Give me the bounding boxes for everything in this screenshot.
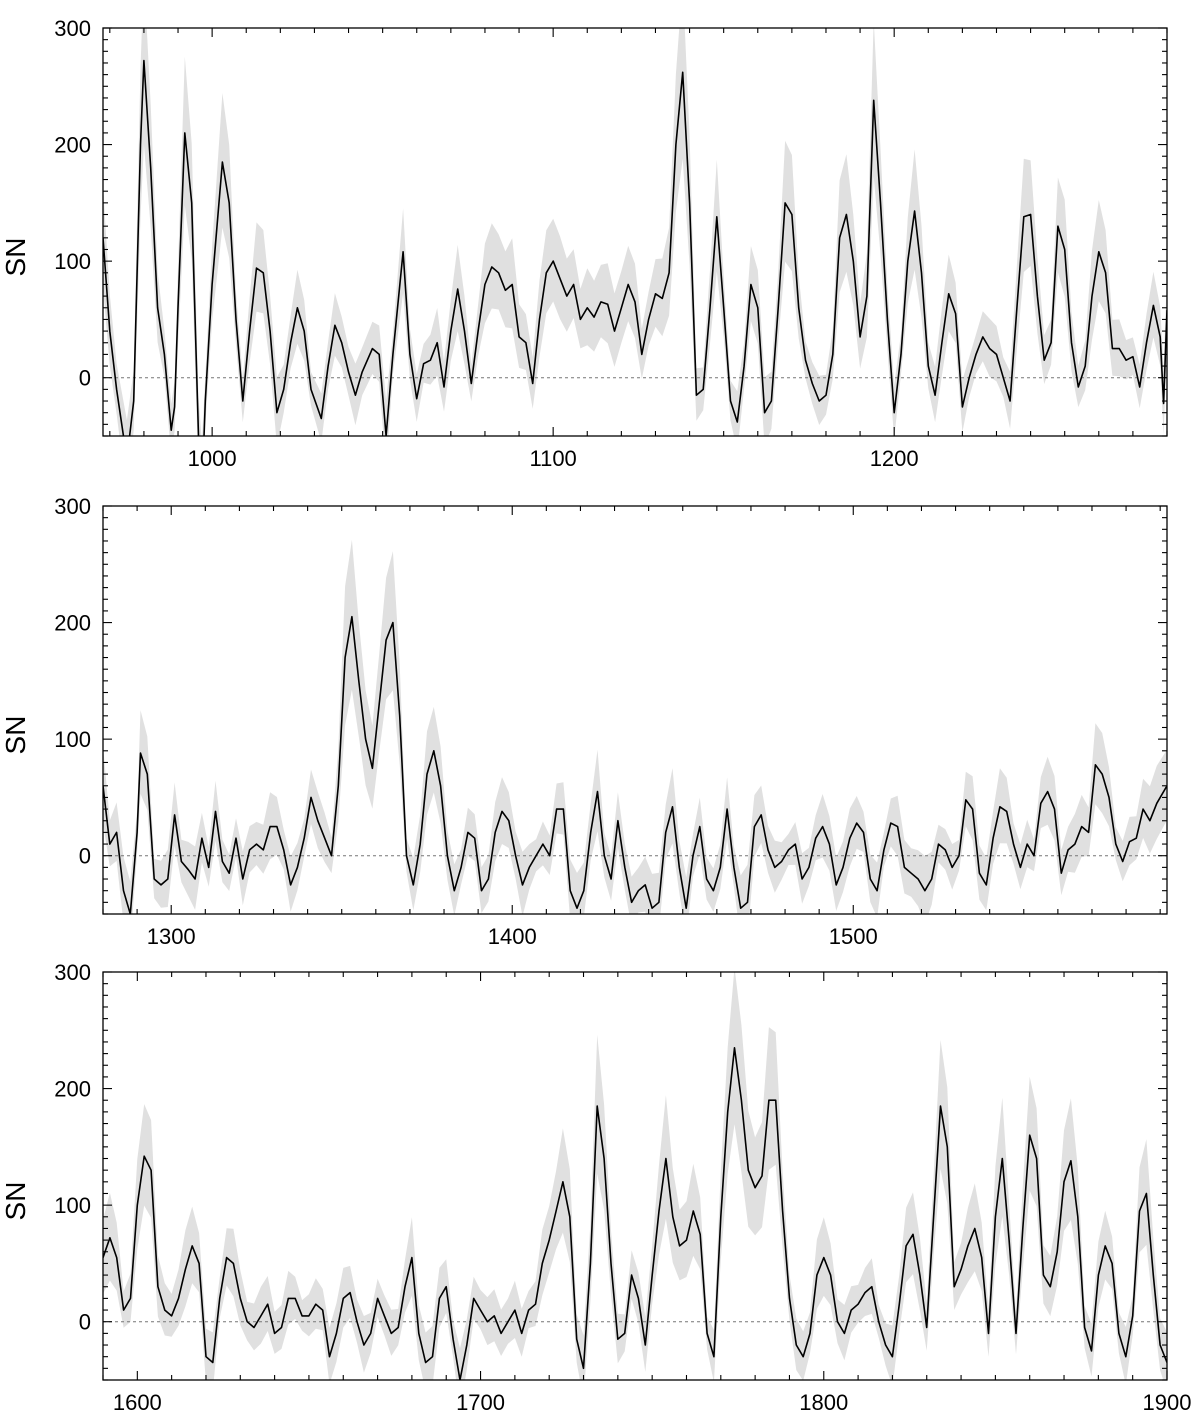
y-tick-label: 0 <box>79 1310 91 1335</box>
x-tick-label: 1600 <box>113 1390 162 1415</box>
x-tick-label: 1100 <box>529 446 576 471</box>
plot-frame <box>102 27 1168 437</box>
chart-panel-3: 1600 1700 1800 1900 0 100 200 300 SN <box>0 960 1191 1415</box>
uncertainty-band <box>103 28 1167 436</box>
y-tick-label: 300 <box>54 960 91 985</box>
x-tick-label: 1200 <box>870 446 919 471</box>
plot-frame <box>102 971 1168 1381</box>
x-tick-label: 1900 <box>1143 1390 1192 1415</box>
y-tick-label: 0 <box>79 844 91 869</box>
y-axis-title: SN <box>0 716 31 755</box>
x-tick-label: 1500 <box>829 924 878 949</box>
y-tick-label: 300 <box>54 494 91 519</box>
series-line <box>103 59 1167 436</box>
uncertainty-band <box>103 972 1167 1380</box>
plot-frame <box>102 505 1168 915</box>
y-tick-label: 300 <box>54 16 91 41</box>
y-tick-label: 200 <box>54 133 91 158</box>
y-tick-label: 100 <box>54 727 91 752</box>
y-tick-label: 100 <box>54 1193 91 1218</box>
x-tick-label: 1800 <box>799 1390 848 1415</box>
series-line <box>103 615 1167 914</box>
y-axis-title: SN <box>0 238 31 277</box>
y-tick-label: 0 <box>79 366 91 391</box>
y-tick-label: 200 <box>54 611 91 636</box>
x-tick-label: 1000 <box>188 446 237 471</box>
x-tick-label: 1400 <box>488 924 537 949</box>
x-tick-label: 1700 <box>456 1390 505 1415</box>
uncertainty-band <box>103 539 1167 914</box>
y-tick-label: 100 <box>54 249 91 274</box>
chart-panel-2: 1300 1400 1500 0 100 200 300 SN <box>0 494 1168 949</box>
series-line <box>103 1047 1167 1380</box>
plot-area <box>103 539 1167 914</box>
plot-area <box>103 972 1167 1380</box>
chart-panel-1: 1000 1100 1200 0 100 200 300 SN <box>0 16 1168 471</box>
plot-area <box>103 28 1167 436</box>
y-tick-label: 200 <box>54 1077 91 1102</box>
y-axis-title: SN <box>0 1182 31 1221</box>
x-tick-label: 1300 <box>147 924 196 949</box>
